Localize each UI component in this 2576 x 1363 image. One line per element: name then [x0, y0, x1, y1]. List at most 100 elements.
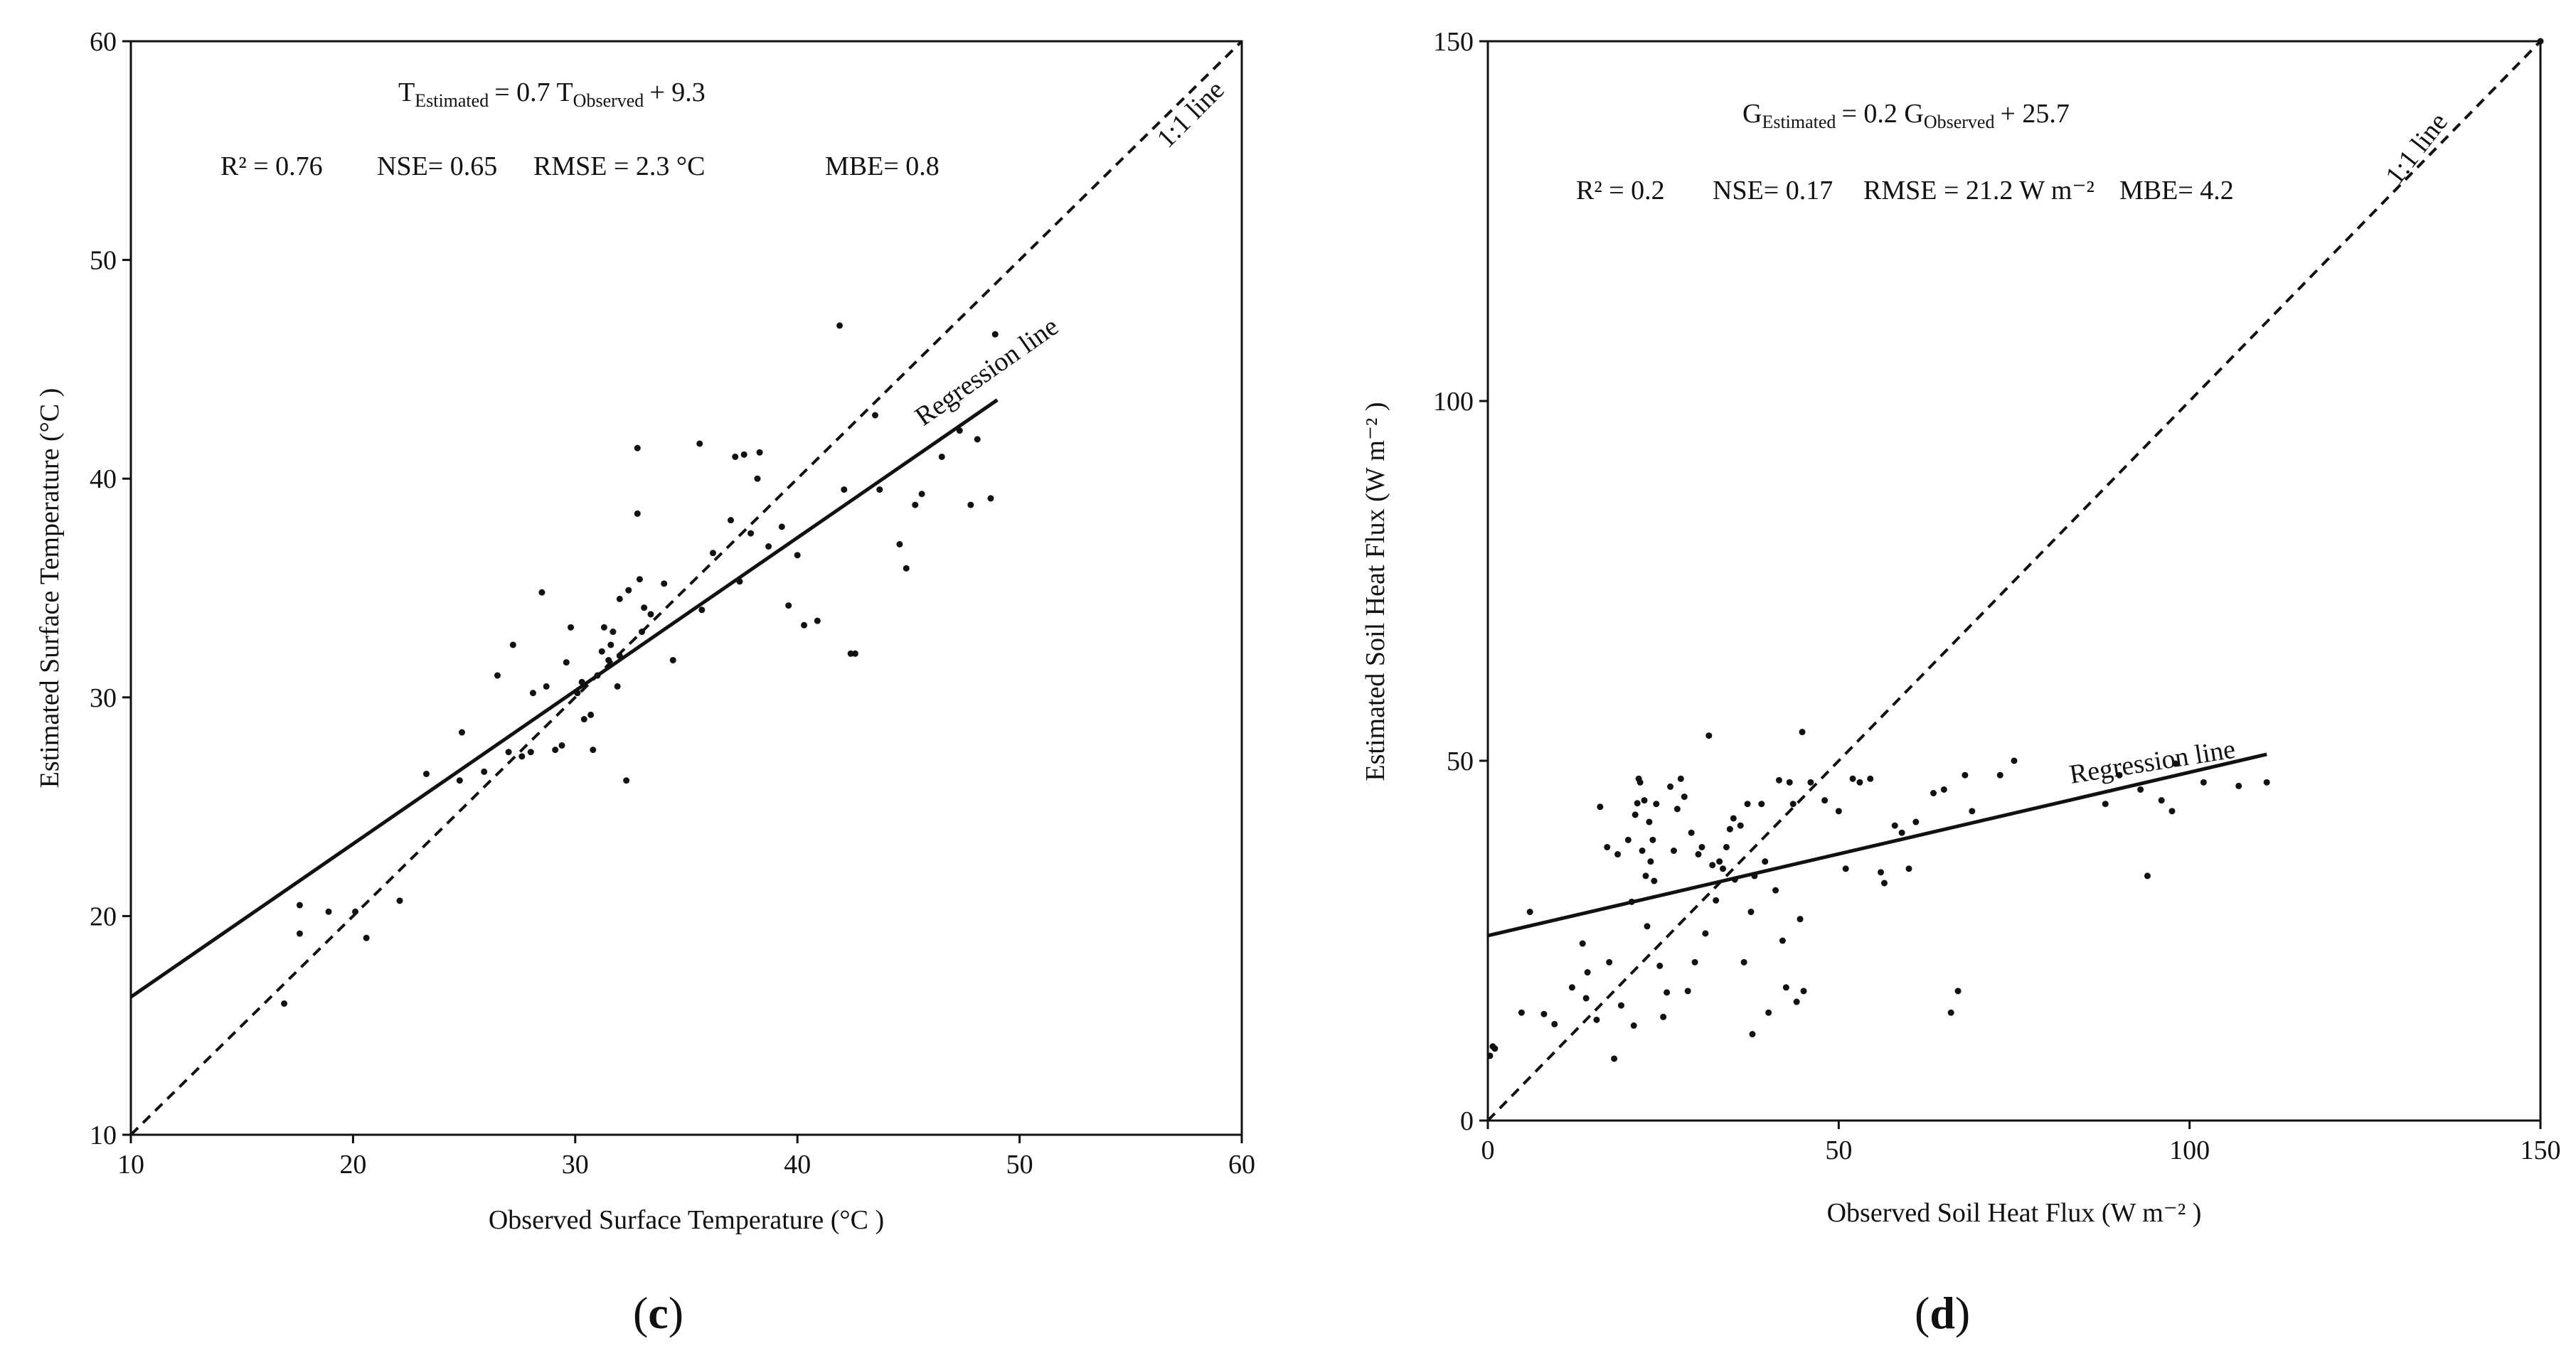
panel-c-data-point — [594, 672, 601, 679]
panel-c-points — [281, 322, 999, 1007]
panel-c-data-point — [543, 683, 550, 690]
panel-c-data-point — [987, 495, 994, 502]
panel-c-data-point — [754, 475, 761, 482]
panel-d-data-point — [1698, 843, 1705, 850]
panel-c-x-tick-label: 20 — [339, 1150, 366, 1180]
panel-c-x-tick-label: 50 — [1006, 1150, 1033, 1180]
panel-c-regression-label: Regression line — [910, 311, 1064, 432]
panel-c-mbe: MBE= 0.8 — [825, 151, 940, 181]
panel-c-equation: TEstimated = 0.7 TObserved + 9.3 — [398, 77, 706, 111]
panel-d-data-point — [1526, 909, 1533, 916]
panel-d-data-point — [1604, 843, 1611, 850]
panel-d-x-tick-label: 150 — [2521, 1135, 2561, 1165]
panel-d-data-point — [1856, 779, 1863, 786]
panel-c-data-point — [587, 711, 595, 718]
panel-d-data-point — [1726, 825, 1733, 833]
panel-d-y-tick-label: 150 — [1433, 27, 1474, 57]
panel-d-data-point — [1491, 1045, 1499, 1052]
panel-c-y-tick-label: 60 — [90, 27, 117, 57]
panel-c-data-point — [363, 934, 370, 941]
panel-d-data-point — [1765, 1009, 1772, 1016]
panel-c-data-point — [785, 602, 792, 609]
panel-c-data-point — [552, 747, 559, 754]
panel-d-data-point — [2116, 771, 2123, 779]
panel-d-data-point — [1835, 808, 1842, 815]
panel-d-data-point — [2158, 797, 2165, 804]
panel-d-data-point — [1762, 858, 1769, 865]
panel-d-data-point — [1821, 797, 1829, 804]
panel-d-y-tick-label: 0 — [1460, 1106, 1474, 1136]
panel-c-data-point — [574, 690, 581, 697]
panel-c-data-point — [956, 427, 963, 434]
panel-c-data-point — [610, 629, 617, 636]
panel-d-data-point — [1947, 1009, 1954, 1016]
panel-d-y-tick-label: 100 — [1433, 387, 1474, 417]
panel-c-data-point — [669, 657, 676, 664]
panel-d-data-point — [1789, 801, 1797, 808]
panel-d-data-point — [1641, 797, 1648, 804]
panel-d-data-point — [1723, 843, 1730, 850]
panel-c-data-point — [851, 650, 858, 657]
panel-c-data-point — [352, 908, 359, 915]
panel-c-r2: R² = 0.76 — [220, 151, 323, 181]
panel-d-data-point — [1691, 958, 1698, 966]
panel-d-data-point — [1540, 1010, 1548, 1017]
panel-c-data-point — [614, 683, 621, 690]
panel-c-one-to-one-label: 1:1 line — [1151, 75, 1230, 154]
panel-d-one-to-one-line — [1486, 40, 2542, 1122]
panel-d-equation: GEstimated = 0.2 GObserved + 25.7 — [1742, 99, 2070, 132]
panel-c-x-tick-label: 40 — [784, 1150, 811, 1180]
panel-d-data-point — [1584, 969, 1591, 976]
panel-d-data-point — [1647, 858, 1654, 865]
panel-d-data-point — [1597, 803, 1604, 811]
panel-d-data-point — [1737, 822, 1744, 829]
panel-d-data-point — [1842, 865, 1849, 872]
panel-d-data-point — [2011, 757, 2018, 764]
panel-c-data-point — [747, 530, 755, 537]
panel-c-data-point — [991, 331, 999, 338]
panel-c-plot-frame — [129, 40, 1243, 1136]
panel-d-data-point — [1891, 822, 1898, 829]
panel-c-data-point — [847, 650, 854, 657]
panel-d-data-point — [1799, 729, 1806, 736]
panel-d-data-point — [1705, 732, 1713, 739]
panel-c-x-tick-label: 10 — [117, 1150, 144, 1180]
panel-d-data-point — [1954, 988, 1962, 995]
panel-d-y-axis-title: Estimated Soil Heat Flux (W m⁻² ) — [1361, 402, 1390, 781]
panel-d-data-point — [1653, 801, 1660, 808]
panel-c-data-point — [974, 436, 981, 443]
panel-c-data-point — [912, 501, 919, 508]
panel-c-data-point — [709, 550, 716, 557]
panel-c-x-axis-title: Observed Surface Temperature (°C ) — [489, 1205, 884, 1235]
panel-d-data-point — [1651, 877, 1658, 884]
panel-c-y-tick-label: 30 — [90, 683, 117, 713]
panel-d-data-point — [1730, 815, 1737, 822]
panel-c-y-tick-label: 10 — [90, 1121, 117, 1150]
panel-c-data-point — [872, 412, 879, 419]
panel-c-data-point — [841, 486, 848, 493]
panel-d-x-tick-label: 100 — [2169, 1135, 2210, 1165]
panel-d-data-point — [1639, 848, 1646, 854]
panel-d-data-point — [1969, 808, 1976, 815]
panel-c-data-point — [801, 621, 808, 629]
panel-d-data-point — [1664, 989, 1671, 996]
panel-d-data-point — [1688, 829, 1695, 836]
panel-d-x-tick-label: 50 — [1825, 1135, 1852, 1165]
panel-d-x-tick-label: 0 — [1481, 1135, 1495, 1165]
panel-d-data-point — [1551, 1020, 1558, 1027]
panel-c-data-point — [578, 678, 585, 685]
panel-c-data-point — [765, 543, 772, 550]
panel-d-data-point — [1684, 988, 1691, 995]
panel-d-points — [1486, 38, 2544, 1062]
panel-d-data-point — [1670, 848, 1677, 854]
panel-d-data-point — [1606, 958, 1613, 966]
panel-c-data-point — [529, 690, 536, 697]
panel-d-data-point — [2102, 801, 2109, 808]
panel-c-data-point — [967, 501, 974, 508]
panel-d-data-point — [1779, 937, 1786, 944]
panel-d-data-point — [2200, 779, 2207, 786]
panel-d-data-point — [1880, 880, 1888, 887]
panel-d-ticks — [1479, 40, 2542, 1129]
panel-d-data-point — [1849, 775, 1856, 782]
panel-c-data-point — [281, 1000, 288, 1007]
